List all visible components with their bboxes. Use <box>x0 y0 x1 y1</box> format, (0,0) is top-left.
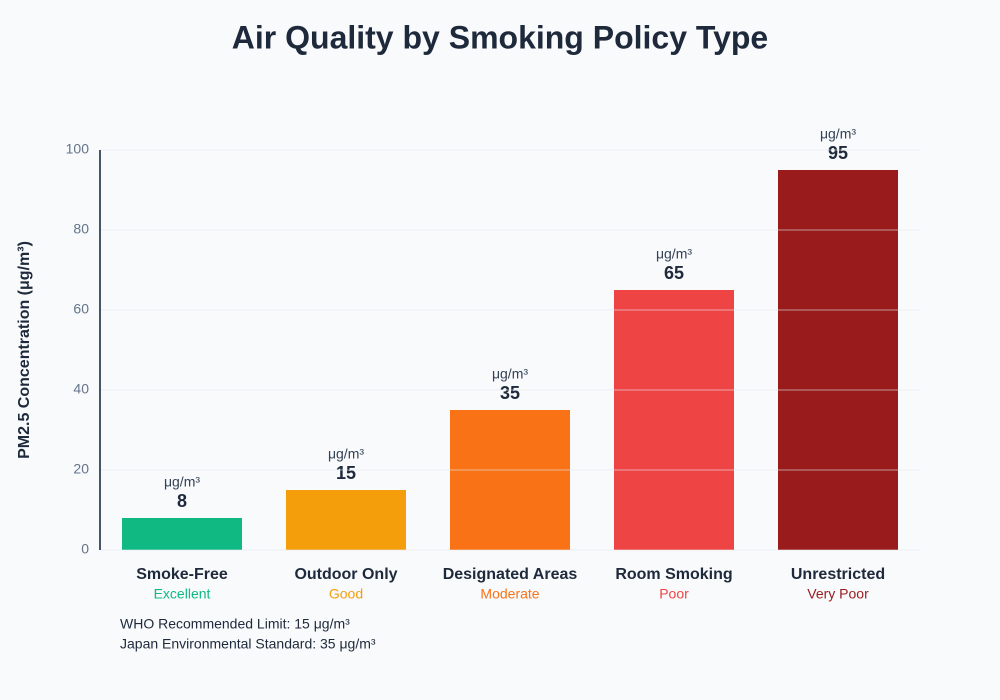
rating-label: Moderate <box>480 586 539 602</box>
chart-title: Air Quality by Smoking Policy Type <box>232 19 768 55</box>
x-tick-label: Designated Areas <box>443 566 578 583</box>
y-tick-label: 100 <box>66 141 90 157</box>
value-label: 35 <box>500 383 520 403</box>
value-unit: μg/m³ <box>820 126 856 142</box>
value-label: 15 <box>336 463 356 483</box>
bar <box>122 518 242 550</box>
x-tick-label: Unrestricted <box>791 566 885 583</box>
bar <box>450 410 570 550</box>
bar <box>614 290 734 550</box>
footnote: Japan Environmental Standard: 35 μg/m³ <box>120 636 376 652</box>
rating-label: Very Poor <box>807 586 869 602</box>
rating-label: Poor <box>659 586 689 602</box>
x-tick-label: Outdoor Only <box>294 566 397 583</box>
y-tick-label: 40 <box>73 381 89 397</box>
rating-label: Excellent <box>154 586 211 602</box>
y-tick-label: 0 <box>81 541 89 557</box>
y-tick-label: 20 <box>73 461 89 477</box>
y-tick-label: 80 <box>73 221 89 237</box>
value-unit: μg/m³ <box>492 366 528 382</box>
y-axis-label: PM2.5 Concentration (μg/m³) <box>16 241 33 459</box>
value-label: 8 <box>177 491 187 511</box>
value-unit: μg/m³ <box>328 446 364 462</box>
value-label: 95 <box>828 143 848 163</box>
x-tick-label: Room Smoking <box>615 566 732 583</box>
x-tick-label: Smoke-Free <box>136 566 228 583</box>
footnote: WHO Recommended Limit: 15 μg/m³ <box>120 616 350 632</box>
bar <box>778 170 898 550</box>
value-label: 65 <box>664 263 684 283</box>
value-unit: μg/m³ <box>656 246 692 262</box>
value-unit: μg/m³ <box>164 474 200 490</box>
y-tick-label: 60 <box>73 301 89 317</box>
rating-label: Good <box>329 586 363 602</box>
bar <box>286 490 406 550</box>
